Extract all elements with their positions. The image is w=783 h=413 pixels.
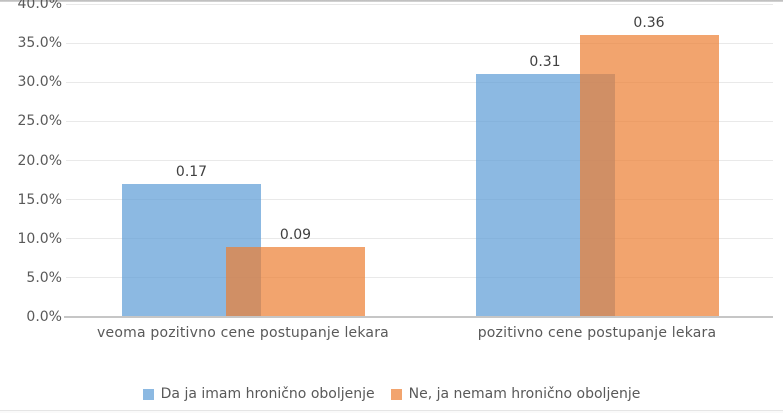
legend: Da ja imam hronično oboljenje Ne, ja nem… [0, 384, 783, 404]
gridline [66, 42, 773, 44]
y-axis-tick-label: 5.0% [26, 269, 62, 286]
legend-label-series2: Ne, ja nemam hronično oboljenje [408, 386, 641, 402]
y-axis-tick-label: 15.0% [17, 191, 62, 208]
category-label-1: veoma pozitivno cene postupanje lekara [97, 325, 389, 341]
gridline [66, 160, 773, 161]
y-axis-tick-label: 25.0% [17, 113, 62, 130]
y-axis-tick-label: 0.0% [26, 309, 62, 325]
y-axis-tick-label: 40.0% [17, 0, 62, 12]
gridline [66, 81, 773, 83]
gridline [66, 120, 773, 122]
legend-swatch-blue-icon [142, 388, 154, 400]
value-label-series2-cat1: 0.09 [279, 226, 312, 243]
legend-item-series1[interactable]: Da ja imam hronično oboljenje [142, 386, 375, 402]
gridline [66, 199, 773, 201]
y-axis-tick-label: 10.0% [17, 230, 62, 247]
y-axis-tick-label: 20.0% [17, 152, 62, 169]
value-label-series1-cat1: 0.17 [175, 163, 208, 180]
category-label-2: pozitivno cene postupanje lekara [477, 325, 717, 341]
legend-item-series2[interactable]: Ne, ja nemam hronično oboljenje [390, 386, 641, 402]
value-label-series1-cat2: 0.31 [529, 54, 561, 71]
gridline [66, 3, 773, 5]
legend-label-series1: Da ja imam hronično oboljenje [160, 386, 375, 402]
gridline [66, 238, 773, 240]
chart-top-border [0, 0, 783, 2]
x-axis-line [64, 316, 773, 318]
chart-bottom-border [0, 410, 783, 413]
bar-series2-cat2[interactable] [579, 35, 719, 317]
y-axis-tick-label: 35.0% [17, 35, 62, 52]
bar-series2-cat1[interactable] [226, 246, 365, 317]
legend-swatch-orange-icon [390, 388, 402, 400]
y-axis-tick-label: 30.0% [17, 74, 62, 91]
value-label-series2-cat2: 0.36 [633, 15, 665, 32]
gridline [66, 277, 773, 279]
